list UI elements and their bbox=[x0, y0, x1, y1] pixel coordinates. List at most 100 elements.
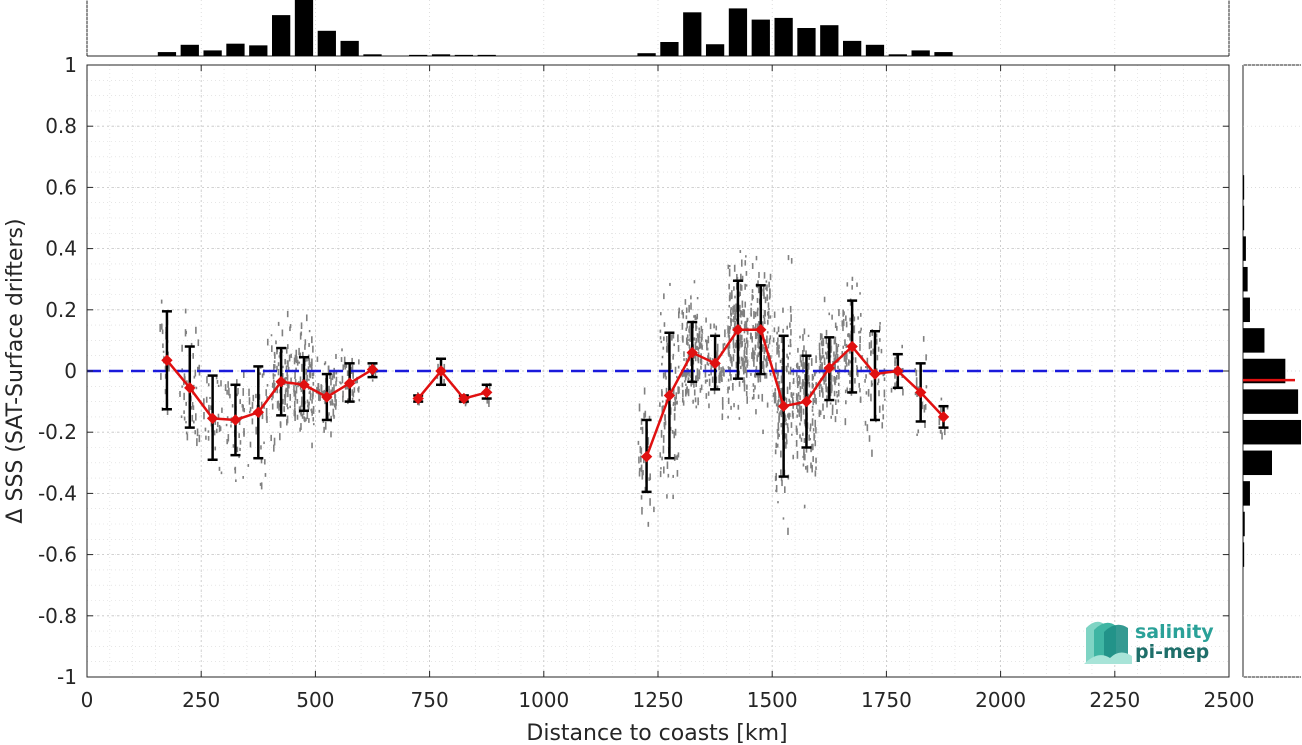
top-hist-bar bbox=[431, 54, 451, 56]
scatter-point bbox=[744, 321, 746, 328]
scatter-point bbox=[789, 322, 791, 328]
scatter-point bbox=[299, 405, 302, 410]
scatter-point bbox=[659, 452, 662, 458]
scatter-point bbox=[351, 357, 353, 363]
scatter-point bbox=[328, 385, 330, 391]
scatter-point bbox=[758, 339, 761, 344]
scatter-point bbox=[690, 359, 692, 367]
scatter-point bbox=[785, 397, 788, 405]
scatter-point bbox=[786, 423, 789, 429]
scatter-point bbox=[207, 436, 210, 441]
scatter-point bbox=[743, 377, 745, 382]
scatter-point bbox=[875, 333, 878, 338]
scatter-point bbox=[299, 376, 302, 384]
scatter-point bbox=[818, 411, 821, 417]
right-hist-bar bbox=[1243, 175, 1245, 200]
scatter-point bbox=[780, 336, 783, 344]
scatter-point bbox=[851, 276, 854, 281]
scatter-point bbox=[837, 399, 840, 403]
scatter-point bbox=[796, 428, 798, 435]
scatter-point bbox=[803, 452, 805, 461]
scatter-point bbox=[713, 323, 715, 329]
scatter-point bbox=[286, 360, 289, 365]
scatter-point bbox=[764, 339, 767, 342]
scatter-point bbox=[734, 346, 737, 349]
scatter-point bbox=[825, 352, 828, 356]
scatter-point bbox=[802, 432, 804, 436]
scatter-point bbox=[665, 376, 667, 380]
scatter-point bbox=[311, 336, 313, 344]
scatter-point bbox=[741, 275, 744, 282]
scatter-point bbox=[248, 388, 250, 397]
scatter-point bbox=[845, 360, 847, 365]
scatter-point bbox=[272, 373, 275, 377]
scatter-point bbox=[352, 370, 354, 377]
scatter-point bbox=[763, 317, 766, 322]
scatter-point bbox=[744, 355, 747, 363]
top-hist-bar bbox=[751, 19, 770, 57]
scatter-point bbox=[333, 371, 336, 379]
scatter-point bbox=[745, 324, 748, 327]
scatter-point bbox=[746, 328, 749, 335]
scatter-point bbox=[755, 332, 758, 339]
scatter-point bbox=[697, 356, 699, 362]
scatter-point bbox=[791, 410, 794, 417]
scatter-point bbox=[815, 466, 817, 470]
scatter-point bbox=[640, 495, 643, 500]
scatter-point bbox=[778, 344, 780, 350]
scatter-point bbox=[754, 372, 757, 378]
scatter-point bbox=[311, 399, 313, 404]
scatter-point bbox=[312, 423, 315, 426]
scatter-point bbox=[845, 321, 848, 328]
scatter-point bbox=[685, 387, 688, 395]
scatter-point bbox=[674, 406, 676, 411]
scatter-point bbox=[331, 376, 334, 381]
scatter-point bbox=[694, 342, 697, 350]
scatter-point bbox=[824, 374, 827, 383]
scatter-point bbox=[769, 291, 771, 298]
scatter-point bbox=[828, 312, 831, 316]
scatter-point bbox=[818, 384, 821, 390]
scatter-point bbox=[775, 442, 778, 449]
scatter-point bbox=[299, 411, 302, 415]
scatter-point bbox=[673, 431, 676, 439]
top-hist-bar bbox=[363, 54, 382, 56]
scatter-point bbox=[705, 339, 707, 343]
scatter-point bbox=[239, 399, 241, 405]
scatter-point bbox=[328, 412, 330, 416]
scatter-point bbox=[735, 308, 738, 312]
scatter-point bbox=[775, 484, 778, 493]
scatter-point bbox=[677, 344, 680, 352]
x-tick-labels: 0 250 500 750 1000 1250 1500 1750 2000 2250 2500 bbox=[81, 65, 1254, 712]
scatter-point bbox=[803, 382, 806, 390]
scatter-point bbox=[308, 364, 311, 368]
scatter-point bbox=[802, 455, 804, 458]
scatter-point bbox=[183, 410, 185, 414]
scatter-point bbox=[701, 345, 703, 350]
scatter-point bbox=[744, 301, 747, 308]
scatter-point bbox=[787, 527, 789, 535]
scatter-point bbox=[750, 307, 752, 316]
scatter-point bbox=[740, 356, 743, 361]
scatter-point bbox=[343, 356, 346, 364]
scatter-point bbox=[279, 421, 282, 427]
mean-marker bbox=[914, 386, 927, 399]
scatter-point bbox=[226, 416, 229, 419]
scatter-point bbox=[306, 399, 309, 404]
scatter-point bbox=[312, 381, 315, 386]
scatter-point bbox=[820, 356, 822, 360]
scatter-point bbox=[637, 440, 640, 445]
scatter-point bbox=[777, 427, 780, 431]
scatter-point bbox=[878, 325, 881, 331]
scatter-point bbox=[846, 387, 849, 392]
scatter-point bbox=[695, 345, 697, 351]
x-tick-label: 1250 bbox=[633, 688, 684, 712]
scatter-point bbox=[294, 407, 296, 415]
scatter-point bbox=[752, 393, 755, 400]
top-hist-bar bbox=[477, 54, 496, 56]
scatter-point bbox=[277, 400, 280, 405]
scatter-point bbox=[318, 395, 320, 401]
scatter-point bbox=[810, 462, 812, 469]
top-hist-bar bbox=[317, 30, 336, 56]
scatter-point bbox=[676, 469, 679, 477]
